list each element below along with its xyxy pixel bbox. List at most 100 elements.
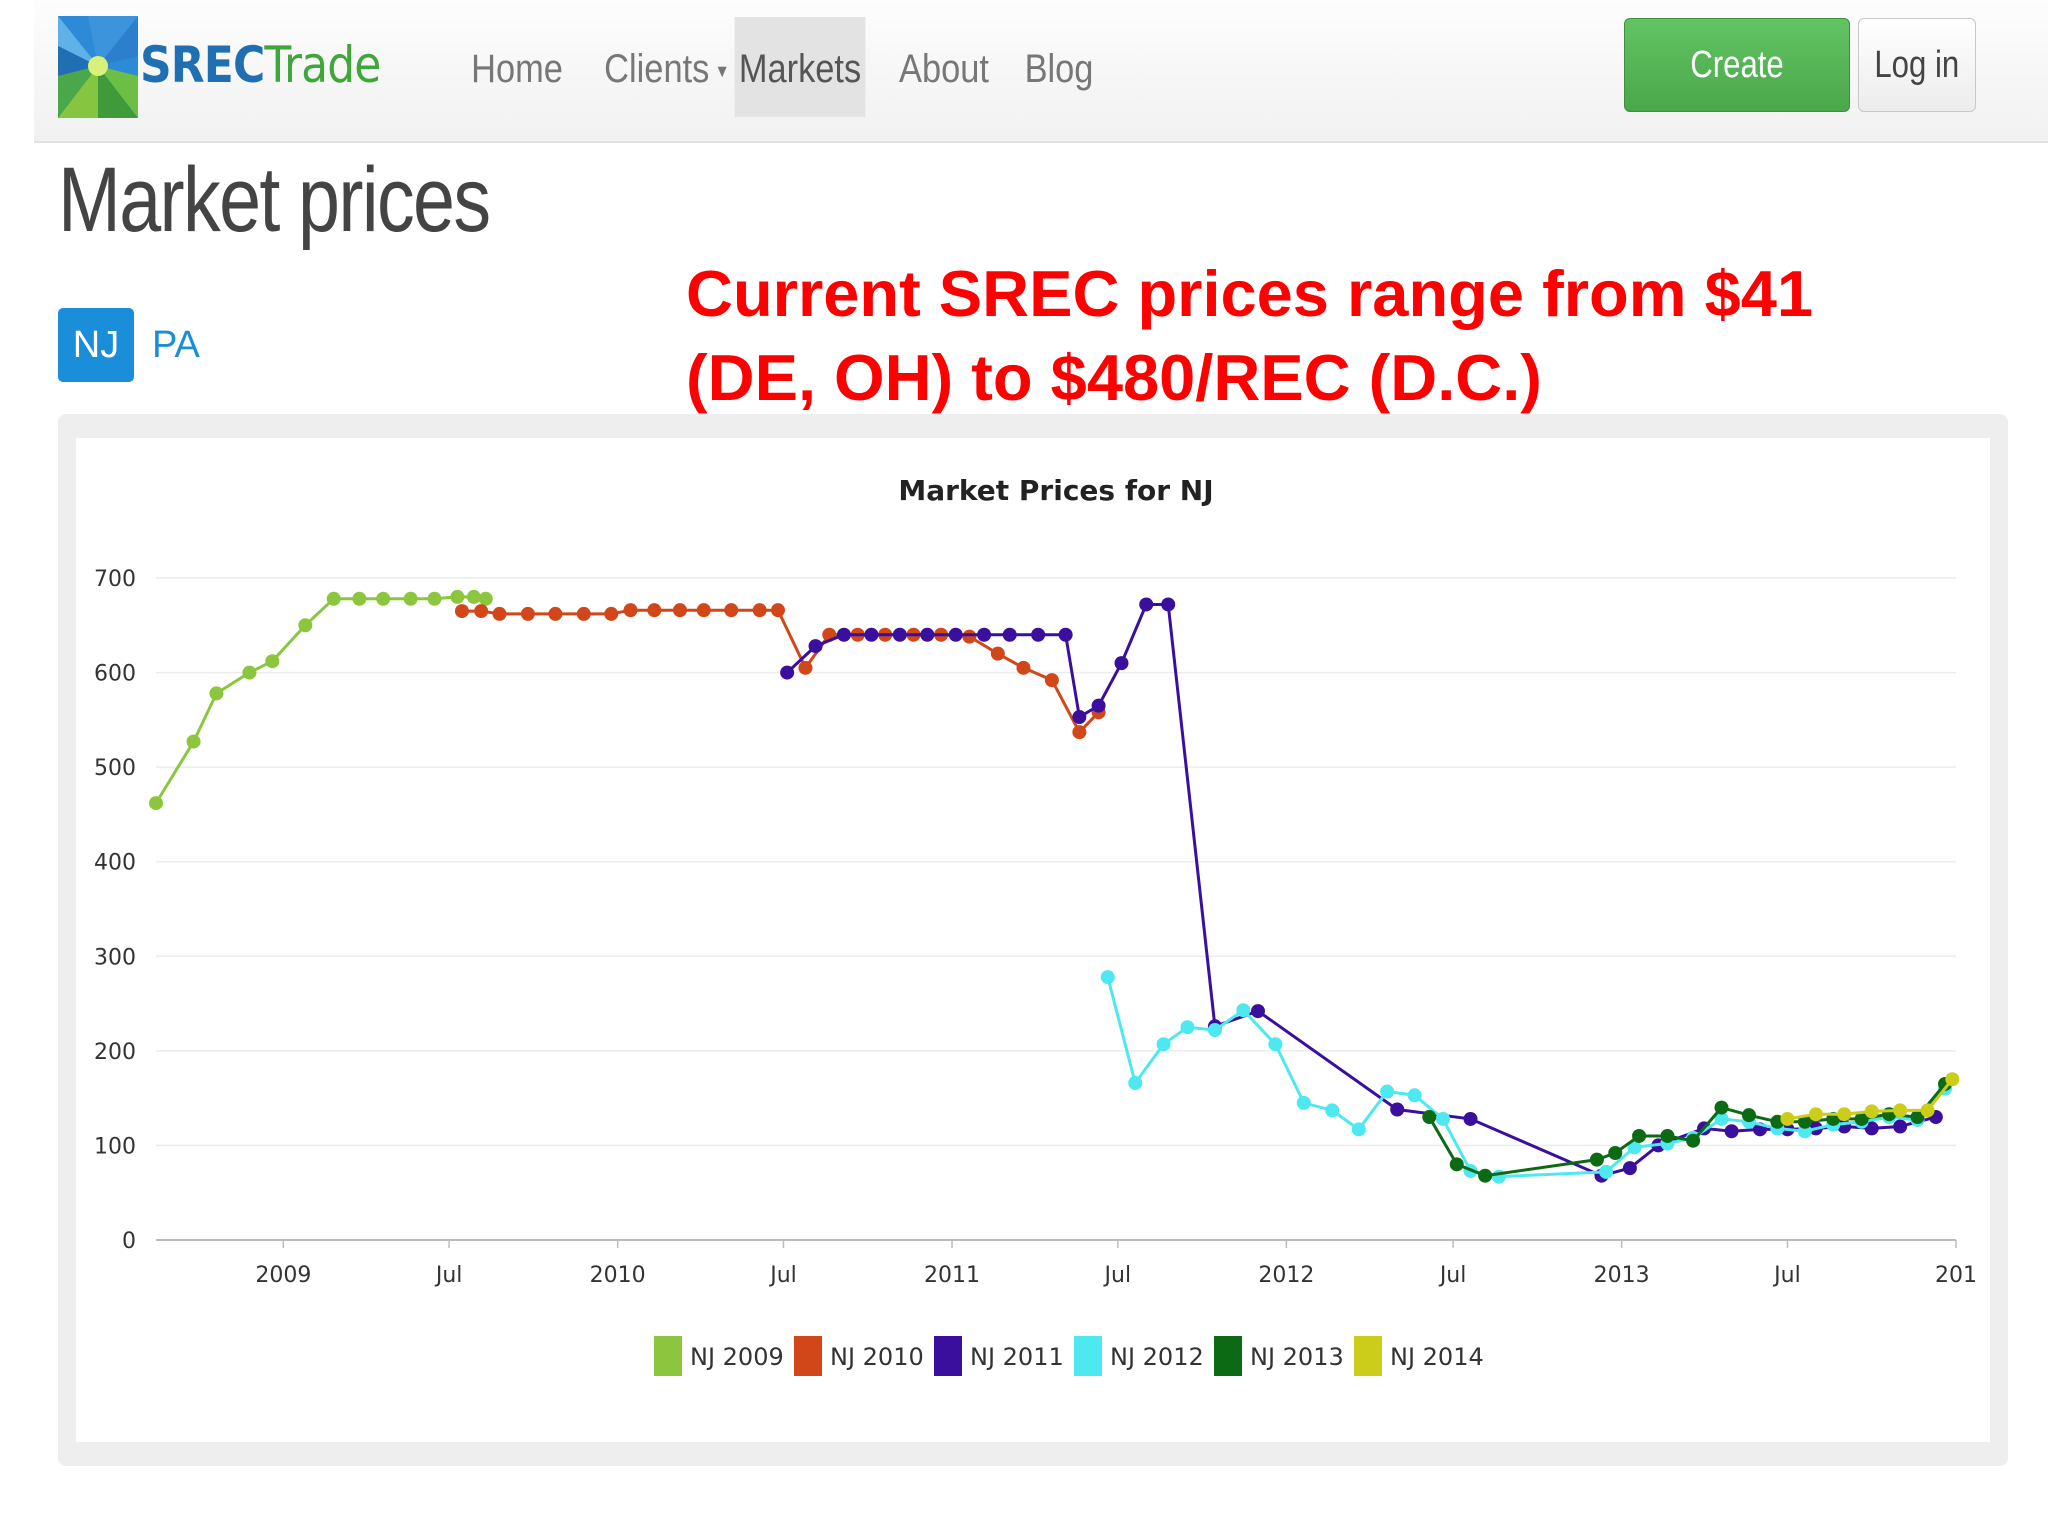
logo-text-srec: SREC: [140, 36, 265, 94]
data-point: [548, 606, 563, 621]
data-point: [1808, 1107, 1823, 1122]
legend-label: NJ 2009: [690, 1343, 784, 1371]
data-point: [1837, 1107, 1852, 1122]
x-tick-label: 2013: [1594, 1263, 1650, 1288]
y-tick-label: 0: [122, 1229, 136, 1254]
data-point: [962, 629, 977, 644]
data-point: [696, 603, 711, 618]
data-point: [724, 603, 739, 618]
data-point: [1044, 673, 1059, 688]
data-point: [604, 606, 619, 621]
tab-pa[interactable]: PA: [152, 324, 200, 366]
data-point: [1180, 1020, 1195, 1035]
y-tick-label: 300: [94, 945, 136, 970]
nav-blog-label: Blog: [1024, 47, 1094, 91]
data-point: [1686, 1133, 1701, 1148]
headline-line-2: (DE, OH) to $480/REC (D.C.): [686, 341, 1542, 414]
data-point: [1250, 1004, 1265, 1019]
data-point: [1622, 1161, 1637, 1176]
data-point: [1325, 1103, 1340, 1118]
data-point: [1100, 970, 1115, 985]
data-point: [1161, 597, 1176, 612]
data-point: [1608, 1145, 1623, 1160]
data-point: [1380, 1084, 1395, 1099]
nav-clients-label: Clients: [604, 47, 710, 91]
x-tick-label: Jul: [434, 1263, 463, 1288]
price-range-headline: Current SREC prices range from $41 (DE, …: [686, 252, 1986, 420]
data-point: [1854, 1111, 1869, 1126]
nav-clients-dropdown[interactable]: Clients ▼: [594, 17, 740, 117]
data-point: [1139, 597, 1154, 612]
x-tick-label: Jul: [1103, 1263, 1132, 1288]
data-point: [1091, 698, 1106, 713]
data-point: [1599, 1164, 1614, 1179]
headline-line-1: Current SREC prices range from $41: [686, 257, 1814, 330]
data-point: [1714, 1100, 1729, 1115]
x-tick-label: 2010: [590, 1263, 646, 1288]
nav-blog[interactable]: Blog: [1012, 17, 1107, 117]
x-tick-label: 201: [1935, 1263, 1977, 1288]
y-tick-label: 600: [94, 662, 136, 687]
data-point: [780, 665, 795, 680]
data-point: [403, 591, 418, 606]
logo-text: SRECTrade: [140, 36, 381, 94]
tab-nj[interactable]: NJ: [58, 308, 134, 382]
data-point: [265, 654, 280, 669]
data-point: [1864, 1104, 1879, 1119]
y-tick-label: 400: [94, 851, 136, 876]
data-point: [1156, 1037, 1171, 1052]
data-point: [1031, 627, 1046, 642]
log-in-button[interactable]: Log in: [1858, 18, 1976, 112]
data-point: [647, 603, 662, 618]
data-point: [450, 589, 465, 604]
data-point: [1797, 1114, 1812, 1129]
market-prices-chart: Market Prices for NJ 0 100 200 300 400 500 600 7…: [94, 474, 1977, 1376]
chart-container: Market Prices for NJ 0 100 200 300 400 500 600 7…: [76, 438, 1990, 1442]
logo-text-trade: Trade: [264, 36, 381, 94]
legend-swatch: [1354, 1336, 1382, 1376]
nav-markets-label: Markets: [738, 47, 862, 91]
data-point: [376, 591, 391, 606]
create-account-button[interactable]: Create account: [1624, 18, 1850, 178]
data-point: [1296, 1095, 1311, 1110]
data-point: [466, 589, 481, 604]
page-title: Market prices: [58, 149, 491, 251]
data-point: [770, 603, 785, 618]
data-point: [752, 603, 767, 618]
data-point: [1945, 1072, 1960, 1087]
legend-label: NJ 2010: [830, 1343, 924, 1371]
data-point: [1741, 1108, 1756, 1123]
data-point: [427, 591, 442, 606]
data-point: [1463, 1111, 1478, 1126]
x-tick-label: 2011: [924, 1263, 980, 1288]
data-point: [1660, 1128, 1675, 1143]
y-tick-label: 200: [94, 1040, 136, 1065]
data-point: [892, 627, 907, 642]
data-point: [948, 627, 963, 642]
legend-swatch: [1214, 1336, 1242, 1376]
data-point: [623, 603, 638, 618]
data-point: [1724, 1124, 1739, 1139]
srectrade-logo[interactable]: SRECTrade: [58, 16, 381, 118]
data-point: [576, 606, 591, 621]
data-point: [520, 606, 535, 621]
data-point: [1072, 710, 1087, 725]
create-account-label: Create account: [1682, 44, 1792, 178]
data-point: [1632, 1128, 1647, 1143]
legend-label: NJ 2011: [970, 1343, 1064, 1371]
data-point: [149, 796, 163, 811]
series-line: [786, 603, 1937, 1178]
chart-title: Market Prices for NJ: [898, 474, 1213, 507]
nav-about[interactable]: About: [892, 17, 995, 117]
nav-home[interactable]: Home: [461, 17, 573, 117]
data-point: [1627, 1140, 1642, 1155]
data-point: [1207, 1023, 1222, 1038]
nav-markets[interactable]: Markets: [734, 17, 866, 117]
data-point: [977, 627, 992, 642]
y-tick-label: 500: [94, 756, 136, 781]
data-point: [209, 686, 224, 701]
caret-down-icon: ▼: [714, 61, 730, 82]
data-point: [1407, 1088, 1422, 1103]
legend-swatch: [654, 1336, 682, 1376]
x-tick-label: 2012: [1258, 1263, 1314, 1288]
